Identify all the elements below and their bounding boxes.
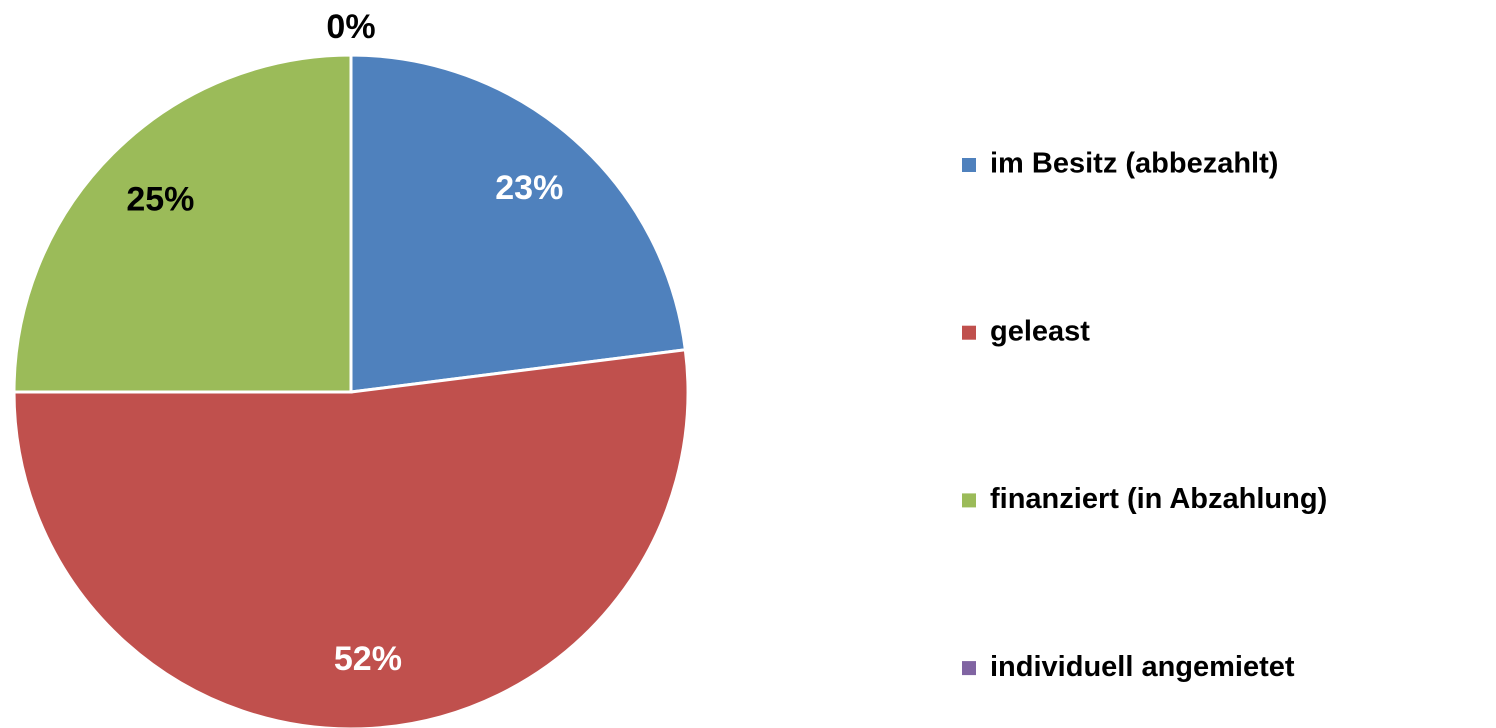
data-label: 0% (326, 8, 375, 46)
legend-label: im Besitz (abbezahlt) (990, 148, 1278, 180)
legend-swatch (962, 493, 976, 508)
pie-slice (12, 348, 690, 728)
data-label: 52% (334, 640, 402, 678)
data-label: 25% (126, 180, 194, 218)
legend-swatch (962, 661, 976, 676)
legend-swatch (962, 325, 976, 340)
legend-label: individuell angemietet (990, 651, 1295, 683)
pie-slice (12, 53, 353, 394)
legend-label: finanziert (in Abzahlung) (990, 483, 1327, 515)
pie-slice (349, 53, 688, 394)
legend-swatch (962, 158, 976, 172)
data-label: 23% (495, 169, 563, 207)
legend-label: geleast (990, 315, 1090, 347)
